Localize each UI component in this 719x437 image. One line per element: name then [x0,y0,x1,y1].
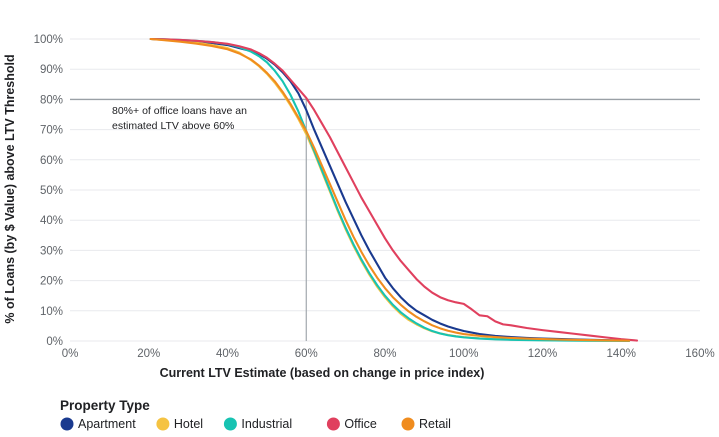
y-tick-label: 20% [40,276,63,288]
y-tick-label: 50% [40,185,63,197]
y-tick-label: 70% [40,125,63,137]
legend-label-office[interactable]: Office [344,417,376,431]
series-line-retail [149,37,631,342]
y-tick-label: 80% [40,94,63,106]
x-tick-label: 20% [137,348,160,360]
x-tick-label: 40% [216,348,239,360]
y-tick-label: 90% [40,64,63,76]
y-tick-label: 0% [46,336,63,348]
legend-swatch-industrial[interactable] [223,417,237,431]
x-tick-label: 80% [373,348,396,360]
legend-swatch-retail[interactable] [401,417,415,431]
legend-label-retail[interactable]: Retail [419,417,451,431]
y-tick-label: 40% [40,215,63,227]
legend-swatch-apartment[interactable] [60,417,74,431]
series-lines [149,37,639,342]
y-axis-title: % of Loans (by $ Value) above LTV Thresh… [3,54,17,323]
legend-title: Property Type [60,398,150,413]
x-tick-label: 100% [449,348,478,360]
legend: Apartment Hotel Industrial Office Retail [60,417,451,431]
legend-label-apartment[interactable]: Apartment [78,417,136,431]
x-axis-title: Current LTV Estimate (based on change in… [160,366,485,380]
annotation-line-1: 80%+ of office loans have an [112,105,247,117]
legend-label-industrial[interactable]: Industrial [241,417,292,431]
annotation-line-2: estimated LTV above 60% [112,120,234,132]
legend-label-hotel[interactable]: Hotel [174,417,203,431]
y-tick-label: 10% [40,306,63,318]
y-tick-label: 30% [40,245,63,257]
legend-swatch-hotel[interactable] [156,417,170,431]
x-tick-label: 60% [295,348,318,360]
reference-lines [70,98,700,341]
legend-swatch-office[interactable] [326,417,340,431]
x-tick-label: 0% [62,348,79,360]
y-axis-tick-labels: 0% 10% 20% 30% 40% 50% 60% 70% 80% 90% 100% [34,34,63,348]
x-tick-label: 140% [607,348,636,360]
series-line-office [149,37,639,342]
y-tick-label: 100% [34,34,63,46]
x-tick-label: 160% [685,348,714,360]
y-tick-label: 60% [40,155,63,167]
x-tick-label: 120% [528,348,557,360]
x-axis-tick-labels: 0% 20% 40% 60% 80% 100% 120% 140% 160% [62,348,715,360]
series-line-industrial [149,37,631,342]
